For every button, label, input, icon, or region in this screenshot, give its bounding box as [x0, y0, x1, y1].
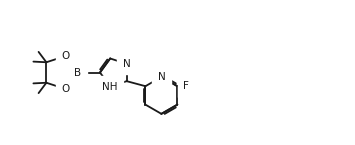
- Text: N: N: [123, 59, 131, 69]
- Text: O: O: [62, 84, 70, 94]
- Text: NH: NH: [102, 81, 118, 91]
- Text: O: O: [62, 51, 70, 61]
- Text: B: B: [74, 68, 81, 77]
- Text: F: F: [183, 81, 189, 91]
- Text: N: N: [158, 72, 165, 82]
